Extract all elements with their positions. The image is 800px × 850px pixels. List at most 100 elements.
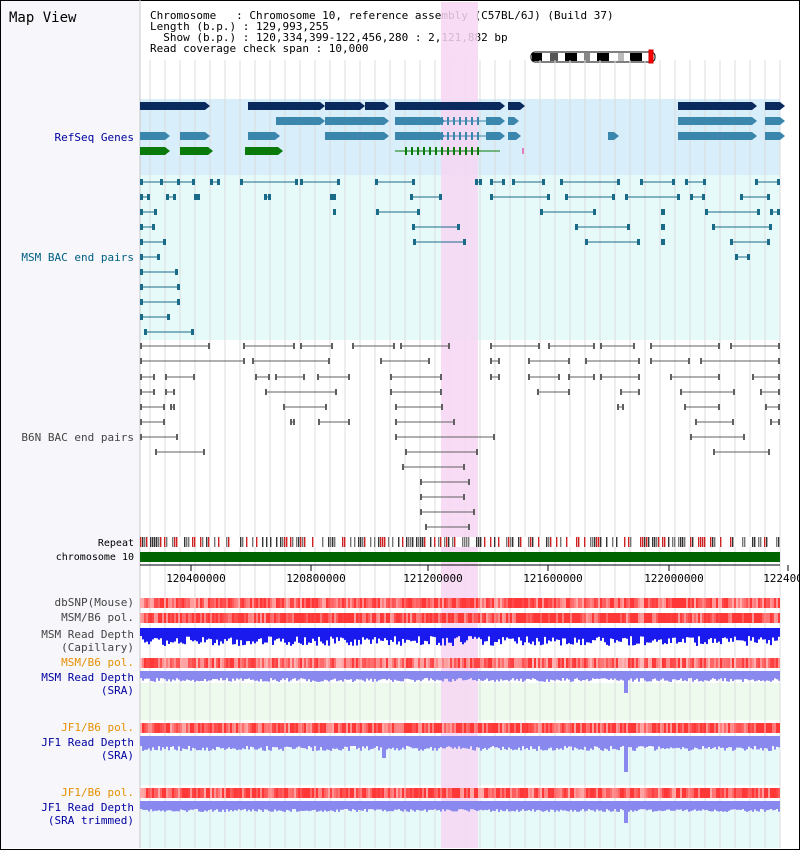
- msm-b6-pol-sra-heat-cell: [290, 658, 292, 668]
- jf1-b6-pol-heat-cell: [766, 723, 768, 733]
- jf1-b6-pol-heat-cell: [458, 723, 460, 733]
- jf1-b6-pol-2-heat-cell: [172, 788, 174, 798]
- msm-sra-depth-bar: [242, 671, 244, 681]
- selected-region-highlight[interactable]: [441, 2, 478, 848]
- jf1-sra-depth-bar: [726, 736, 728, 749]
- jf1-b6-pol-2-heat-cell: [162, 788, 164, 798]
- jf1-b6-pol-heat-cell: [482, 723, 484, 733]
- msm-sra-depth-bar: [550, 671, 552, 680]
- msm-b6-pol-heat-cell: [464, 613, 466, 623]
- msm-b6-pol-sra-heat-cell: [544, 658, 546, 668]
- b6n-bac-end: [568, 358, 570, 364]
- jf1-sra-depth-bar: [170, 736, 172, 748]
- msm-sra-depth-bar: [770, 671, 772, 682]
- dbsnp-heat-cell: [474, 598, 476, 608]
- b6n-bac-end: [600, 343, 602, 349]
- jf1-sra-depth-bar: [272, 736, 274, 748]
- msm-b6-pol-heat-cell: [598, 613, 600, 623]
- msm-sra-depth-bar: [676, 671, 678, 681]
- msm-sra-depth-bar: [272, 671, 274, 681]
- msm-b6-pol-sra-heat-cell: [298, 658, 300, 668]
- jf1-b6-pol-heat-cell: [540, 723, 542, 733]
- msm-sra-depth-bar: [492, 671, 494, 680]
- jf1-b6-pol-2-heat-cell: [690, 788, 692, 798]
- jf1-read-depth-trimmed-label[interactable]: JF1 Read Depth: [41, 801, 134, 814]
- jf1-sra-depth-bar: [350, 736, 352, 747]
- jf1-read-depth-sra-label[interactable]: JF1 Read Depth: [41, 736, 134, 749]
- jf1-b6-pol-label[interactable]: JF1/B6 pol.: [61, 721, 134, 734]
- jf1-trim-depth-bar: [596, 801, 598, 810]
- msm-b6-pol-sra-heat-cell: [338, 658, 340, 668]
- refseq-genes-label[interactable]: RefSeq Genes: [54, 131, 134, 144]
- msm-read-depth-capillary-label[interactable]: MSM Read Depth: [41, 628, 134, 641]
- msm-bac-label[interactable]: MSM BAC end pairs: [21, 251, 134, 264]
- msm-sra-depth-bar: [604, 671, 606, 679]
- jf1-sra-depth-bar: [660, 736, 662, 749]
- jf1-sra-depth-bar: [656, 736, 658, 750]
- gene-exon-tick: [465, 147, 467, 155]
- dbsnp-label[interactable]: dbSNP(Mouse): [54, 596, 134, 609]
- msm-sra-depth-bar: [304, 671, 306, 680]
- repeat-element: [682, 537, 684, 547]
- msm-capillary-depth-bar: [692, 628, 694, 638]
- msm-sra-depth-bar: [476, 671, 478, 681]
- dbsnp-heat-cell: [626, 598, 628, 608]
- msm-sra-depth-bar: [294, 671, 296, 679]
- msm-sra-depth-bar: [364, 671, 366, 682]
- jf1-b6-pol-heat-cell: [372, 723, 374, 733]
- msm-b6-pol-sra-heat-cell: [690, 658, 692, 668]
- msm-b6-pol-sra-heat-cell: [202, 658, 204, 668]
- msm-read-depth-sra-label[interactable]: MSM Read Depth: [41, 671, 134, 684]
- msm-capillary-depth-bar: [488, 628, 490, 637]
- msm-capillary-depth-bar: [254, 628, 256, 644]
- msm-sra-depth-bar: [398, 671, 400, 681]
- msm-capillary-depth-bar: [234, 628, 236, 645]
- msm-b6-pol-sra-label[interactable]: MSM/B6 pol.: [61, 656, 134, 669]
- jf1-trim-depth-bar: [164, 801, 166, 812]
- msm-b6-pol-sra-heat-cell: [280, 658, 282, 668]
- msm-sra-depth-bar: [208, 671, 210, 681]
- jf1-b6-pol-2-heat-cell: [322, 788, 324, 798]
- jf1-trim-depth-bar: [716, 801, 718, 812]
- repeat-element: [392, 537, 394, 547]
- jf1-b6-pol-2-heat-cell: [658, 788, 660, 798]
- jf1-sra-depth-bar: [360, 736, 362, 751]
- msm-sra-depth-bar: [710, 671, 712, 680]
- jf1-b6-pol-2-heat-cell: [216, 788, 218, 798]
- msm-capillary-depth-bar: [358, 628, 360, 640]
- dbsnp-heat-cell: [732, 598, 734, 608]
- jf1-b6-pol-heat-cell: [718, 723, 720, 733]
- axis-tick-label: 122000000: [644, 572, 704, 585]
- msm-bac-end: [240, 179, 243, 185]
- msm-b6-pol-heat-cell: [596, 613, 598, 623]
- jf1-trim-depth-bar: [268, 801, 270, 811]
- jf1-sra-depth-bar: [354, 736, 356, 747]
- msm-sra-depth-bar: [300, 671, 302, 679]
- msm-b6-pol-label[interactable]: MSM/B6 pol.: [61, 611, 134, 624]
- jf1-trim-depth-bar: [182, 801, 184, 811]
- msm-capillary-depth-bar: [222, 628, 224, 644]
- jf1-b6-pol-heat-cell: [226, 723, 228, 733]
- repeat-label[interactable]: Repeat: [97, 538, 134, 549]
- jf1-b6-pol-2-label[interactable]: JF1/B6 pol.: [61, 786, 134, 799]
- jf1-sra-depth-bar: [178, 736, 180, 747]
- jf1-trim-depth-bar: [702, 801, 704, 810]
- msm-b6-pol-heat-cell: [506, 613, 508, 623]
- jf1-b6-pol-heat-cell: [480, 723, 482, 733]
- msm-b6-pol-sra-heat-cell: [750, 658, 752, 668]
- msm-b6-pol-sra-heat-cell: [168, 658, 170, 668]
- jf1-b6-pol-2-heat-cell: [388, 788, 390, 798]
- jf1-trim-depth-bar: [186, 801, 188, 812]
- chromosome-track-label[interactable]: chromosome 10: [55, 552, 134, 563]
- msm-capillary-depth-bar: [496, 628, 498, 643]
- chromosome-ideogram[interactable]: [530, 49, 656, 64]
- b6n-bac-end: [568, 389, 570, 395]
- jf1-read-depth-trimmed-sub-label: (SRA trimmed): [47, 814, 134, 827]
- jf1-sra-depth-bar: [600, 736, 602, 750]
- msm-bac-end: [755, 179, 758, 185]
- msm-b6-pol-heat-cell: [610, 613, 612, 623]
- b6n-bac-label[interactable]: B6N BAC end pairs: [21, 431, 134, 444]
- dbsnp-heat-cell: [614, 598, 616, 608]
- jf1-b6-pol-heat-cell: [588, 723, 590, 733]
